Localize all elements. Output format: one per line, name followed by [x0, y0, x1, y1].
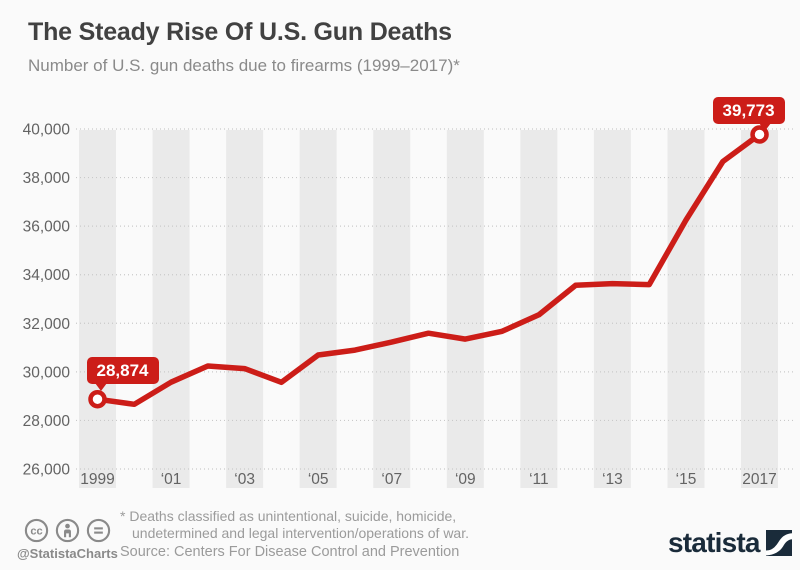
statista-logo-mark	[765, 530, 792, 556]
start-value-badge: 28,874	[86, 357, 159, 392]
y-axis-tick-label: 34,000	[23, 267, 71, 284]
svg-text:cc: cc	[30, 525, 42, 537]
page-title: The Steady Rise Of U.S. Gun Deaths	[28, 18, 452, 46]
statista-logo: statista	[668, 527, 792, 558]
year-band	[299, 130, 337, 488]
year-band	[79, 130, 116, 488]
header: The Steady Rise Of U.S. Gun Deaths Numbe…	[28, 18, 460, 76]
no-derivatives-equals-icon	[86, 518, 110, 543]
x-axis-tick-label: ‘01	[161, 471, 182, 488]
year-band	[152, 130, 190, 488]
cc-icon: cc	[24, 518, 48, 543]
year-band	[520, 130, 558, 488]
cc-license-icons: cc	[17, 517, 117, 544]
y-axis-tick-label: 26,000	[23, 462, 71, 479]
license-block: cc @StatistaCharts	[17, 517, 118, 561]
year-band	[593, 130, 631, 488]
footnote-line-2: undetermined and legal intervention/oper…	[132, 525, 469, 541]
statista-logo-text: statista	[668, 527, 760, 558]
end-value-badge: 39,773	[712, 96, 785, 131]
year-band	[741, 130, 779, 488]
x-axis-tick-label: 2017	[742, 471, 776, 488]
year-band	[446, 130, 484, 488]
x-axis-tick-label: ‘03	[234, 471, 255, 488]
y-axis-tick-label: 36,000	[23, 219, 71, 236]
y-axis-tick-label: 40,000	[23, 122, 71, 139]
source-text: Source: Centers For Disease Control and …	[120, 544, 460, 560]
x-axis-tick-label: ‘15	[676, 471, 697, 488]
y-axis-tick-label: 32,000	[23, 316, 71, 333]
page-subtitle: Number of U.S. gun deaths due to firearm…	[28, 56, 460, 75]
y-axis-tick-label: 38,000	[23, 170, 71, 187]
footer: cc @StatistaCharts * Deaths classified a…	[0, 503, 800, 570]
x-axis-tick-label: ‘13	[602, 471, 623, 488]
year-band	[373, 130, 411, 488]
attribution-person-icon	[55, 518, 79, 543]
footnote-line-1: * Deaths classified as unintentional, su…	[120, 508, 457, 524]
credit-handle: @StatistaCharts	[17, 546, 118, 561]
footnote: * Deaths classified as unintentional, su…	[120, 508, 469, 542]
y-axis-tick-label: 30,000	[23, 364, 71, 381]
year-band	[667, 130, 705, 488]
y-axis-tick-label: 28,000	[23, 413, 71, 430]
x-axis-tick-label: ‘09	[455, 471, 476, 488]
x-axis-tick-label: ‘07	[381, 471, 402, 488]
data-line	[94, 131, 763, 408]
x-axis-tick-label: ‘11	[529, 471, 549, 488]
year-band	[226, 130, 264, 488]
x-axis-tick-label: 1999	[80, 471, 114, 488]
data-point-marker	[88, 389, 107, 409]
x-axis-tick-label: ‘05	[308, 471, 329, 488]
